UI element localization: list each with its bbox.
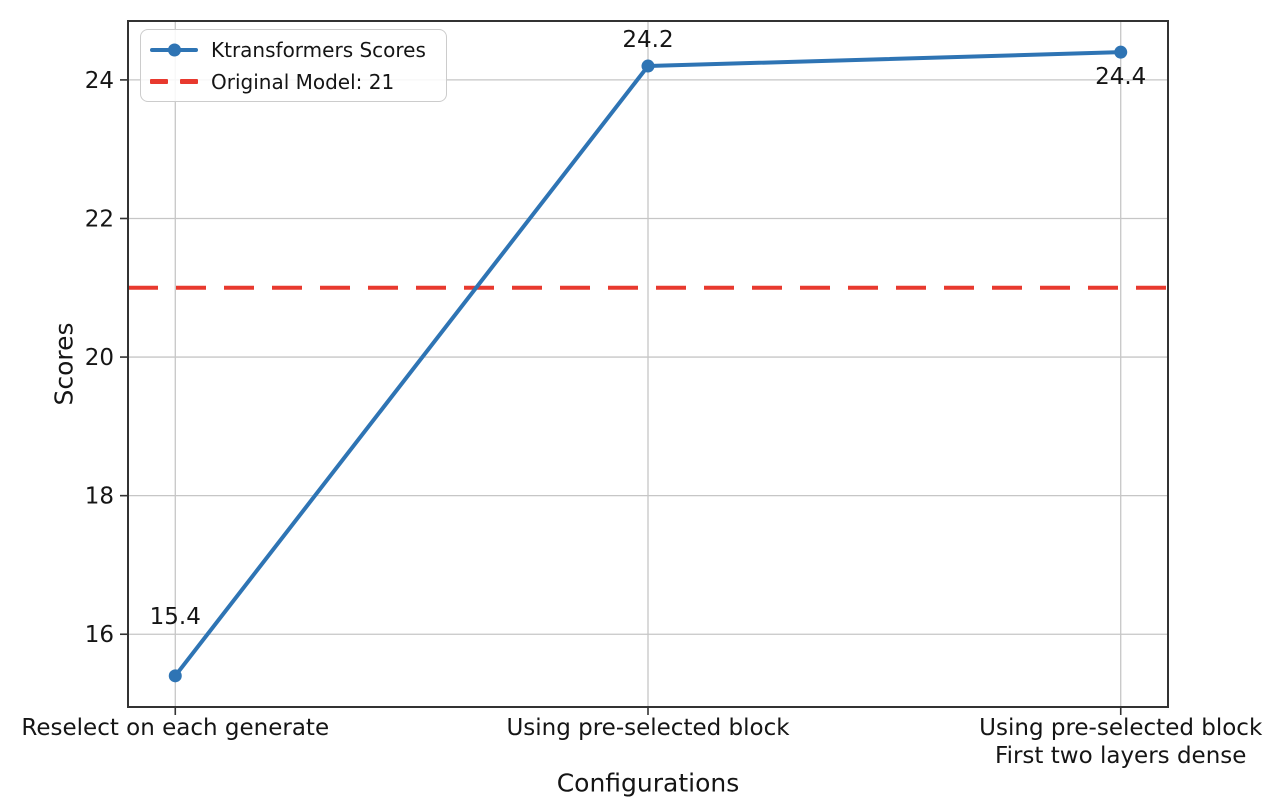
legend-label-original-model: Original Model: 21 bbox=[211, 69, 395, 94]
y-tick-label: 16 bbox=[85, 622, 114, 648]
point-annotation: 24.2 bbox=[622, 27, 673, 53]
legend-dash-icon bbox=[150, 79, 198, 84]
y-tick-label: 18 bbox=[85, 484, 114, 510]
y-tick-label: 24 bbox=[85, 68, 114, 94]
x-tick-label: Using pre-selected block First two layers… bbox=[979, 715, 1263, 769]
point-annotation: 24.4 bbox=[1095, 64, 1146, 90]
x-tick-label: Using pre-selected block bbox=[506, 715, 790, 741]
axes-border bbox=[127, 20, 1169, 708]
legend: Ktransformers Scores Original Model: 21 bbox=[140, 29, 447, 102]
legend-item-ktransformers-scores: Ktransformers Scores bbox=[150, 35, 446, 65]
data-point-marker bbox=[168, 669, 182, 683]
legend-line-marker-icon bbox=[150, 43, 198, 56]
x-tick-label: Reselect on each generate bbox=[21, 715, 329, 741]
y-axis-label: Scores bbox=[49, 322, 79, 406]
point-annotation: 15.4 bbox=[150, 604, 201, 630]
legend-label-ktransformers-scores: Ktransformers Scores bbox=[211, 37, 426, 62]
y-tick-label: 22 bbox=[85, 206, 114, 232]
data-point-marker bbox=[1114, 45, 1128, 59]
legend-item-original-model: Original Model: 21 bbox=[150, 67, 446, 97]
y-tick-label: 20 bbox=[85, 345, 114, 371]
data-point-marker bbox=[641, 59, 655, 73]
x-axis-label: Configurations bbox=[556, 768, 740, 798]
